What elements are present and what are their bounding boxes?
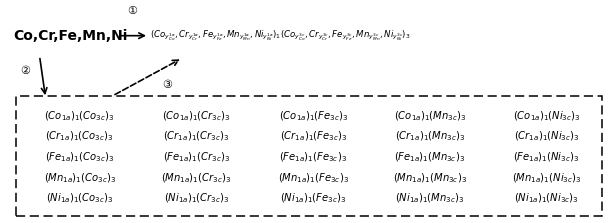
- Text: $(Fe_{1a})_1(Ni_{3c})_3$: $(Fe_{1a})_1(Ni_{3c})_3$: [513, 151, 580, 164]
- Text: $(Mn_{1a})_1(Ni_{3c})_3$: $(Mn_{1a})_1(Ni_{3c})_3$: [512, 171, 581, 184]
- Text: $(Mn_{1a})_1(Fe_{3c})_3$: $(Mn_{1a})_1(Fe_{3c})_3$: [278, 171, 348, 184]
- Text: $(Cr_{1a})_1(Co_{3c})_3$: $(Cr_{1a})_1(Co_{3c})_3$: [46, 130, 114, 143]
- Text: $(Co_{1a})_1(Ni_{3c})_3$: $(Co_{1a})_1(Ni_{3c})_3$: [513, 109, 581, 123]
- Text: $(Co_{1a})_1(Mn_{3c})_3$: $(Co_{1a})_1(Mn_{3c})_3$: [394, 109, 466, 123]
- Text: $(Fe_{1a})_1(Co_{3c})_3$: $(Fe_{1a})_1(Co_{3c})_3$: [45, 151, 114, 164]
- Text: $(Fe_{1a})_1(Cr_{3c})_3$: $(Fe_{1a})_1(Cr_{3c})_3$: [163, 151, 230, 164]
- Text: $(Co_{1a})_1(Fe_{3c})_3$: $(Co_{1a})_1(Fe_{3c})_3$: [278, 109, 348, 123]
- Text: Co,Cr,Fe,Mn,Ni: Co,Cr,Fe,Mn,Ni: [13, 29, 128, 43]
- Text: $(Ni_{1a})_1(Ni_{3c})_3$: $(Ni_{1a})_1(Ni_{3c})_3$: [514, 192, 579, 205]
- Text: $(Cr_{1a})_1(Cr_{3c})_3$: $(Cr_{1a})_1(Cr_{3c})_3$: [163, 130, 230, 143]
- Text: $(Mn_{1a})_1(Co_{3c})_3$: $(Mn_{1a})_1(Co_{3c})_3$: [44, 171, 116, 184]
- Text: ①: ①: [128, 6, 137, 16]
- Text: ③: ③: [162, 80, 172, 90]
- Text: $(Ni_{1a})_1(Fe_{3c})_3$: $(Ni_{1a})_1(Fe_{3c})_3$: [280, 192, 347, 205]
- Text: $(Cr_{1a})_1(Fe_{3c})_3$: $(Cr_{1a})_1(Fe_{3c})_3$: [280, 130, 347, 143]
- Text: $(Co_{1a})_1(Co_{3c})_3$: $(Co_{1a})_1(Co_{3c})_3$: [44, 109, 115, 123]
- Text: $(Fe_{1a})_1(Fe_{3c})_3$: $(Fe_{1a})_1(Fe_{3c})_3$: [279, 151, 347, 164]
- Text: ②: ②: [21, 66, 30, 76]
- Text: $(Mn_{1a})_1(Cr_{3c})_3$: $(Mn_{1a})_1(Cr_{3c})_3$: [161, 171, 232, 184]
- Text: $(Co_{1a})_1(Cr_{3c})_3$: $(Co_{1a})_1(Cr_{3c})_3$: [162, 109, 230, 123]
- Text: $(Mn_{1a})_1(Mn_{3c})_3$: $(Mn_{1a})_1(Mn_{3c})_3$: [393, 171, 467, 184]
- Text: $(Ni_{1a})_1(Co_{3c})_3$: $(Ni_{1a})_1(Co_{3c})_3$: [46, 192, 114, 205]
- Text: $(Cr_{1a})_1(Ni_{3c})_3$: $(Cr_{1a})_1(Ni_{3c})_3$: [514, 130, 579, 143]
- Text: $(Cr_{1a})_1(Mn_{3c})_3$: $(Cr_{1a})_1(Mn_{3c})_3$: [395, 130, 465, 143]
- Text: $(Fe_{1a})_1(Mn_{3c})_3$: $(Fe_{1a})_1(Mn_{3c})_3$: [395, 151, 465, 164]
- Text: $(Co_{y_{Co}^{1a}},Cr_{y_{Cr}^{1a}},Fe_{y_{Fe}^{1a}},Mn_{y_{Mn}^{1a}},Ni_{y_{Ni}: $(Co_{y_{Co}^{1a}},Cr_{y_{Cr}^{1a}},Fe_{…: [150, 29, 410, 43]
- Text: $(Ni_{1a})_1(Mn_{3c})_3$: $(Ni_{1a})_1(Mn_{3c})_3$: [395, 192, 465, 205]
- Text: $(Ni_{1a})_1(Cr_{3c})_3$: $(Ni_{1a})_1(Cr_{3c})_3$: [164, 192, 229, 205]
